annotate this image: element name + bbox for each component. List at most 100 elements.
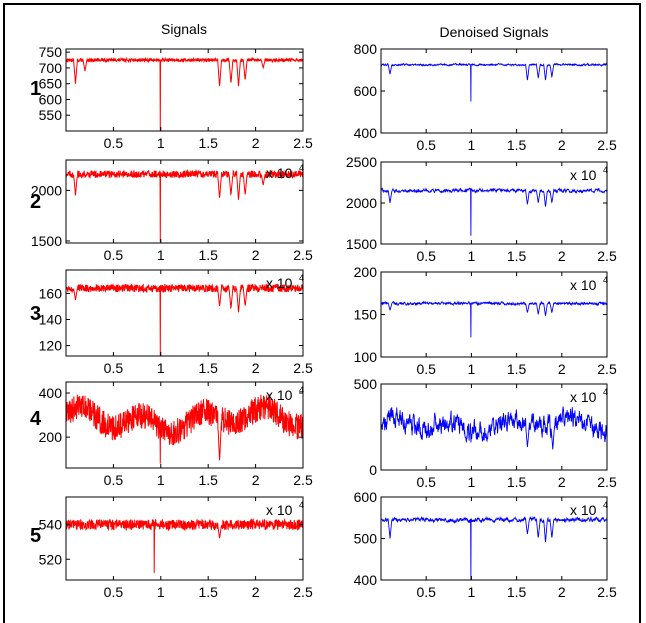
signals-figure: Signals Denoised Signals 550600650700750… [30,21,617,600]
series-line-right-4 [381,406,607,450]
panel-right-4: 0 500 0.5 1 1.5 2 2.5 x 10 4 [354,376,617,490]
y-tick-label: 150 [354,307,378,323]
x-tick-label: 2.5 [597,584,617,600]
y-tick-label: 1500 [346,236,377,252]
y-tick-label: 600 [354,489,378,505]
exponent-label: x 10 [266,275,293,291]
panel-right-5: 400 500 600 0.5 1 1.5 2 2.5 x 10 4 [354,489,617,600]
x-tick-label: 2.5 [293,472,313,488]
x-tick-label: 1.5 [507,361,527,377]
axes-box [65,269,304,357]
y-tick-label: 500 [354,531,378,547]
y-tick-label: 540 [39,517,63,533]
y-tick-label: 2000 [346,195,377,211]
x-tick-label: 1 [157,472,165,488]
x-tick-label: 0.5 [416,474,436,490]
y-tick-label: 550 [39,107,63,123]
x-tick-label: 0.5 [104,135,124,151]
panel-right-3: 100 150 200 0.5 1 1.5 2 2.5 x 10 4 [354,264,617,377]
y-tick-label: 1500 [31,233,62,249]
series-line-left-2 [66,168,303,243]
left-column-title: Signals [161,21,207,37]
y-tick-label: 700 [39,60,63,76]
y-tick-label: 140 [39,312,63,328]
x-tick-label: 2 [558,248,566,264]
row-label: 1 [30,78,41,100]
x-tick-label: 1 [468,361,476,377]
x-tick-label: 1.5 [507,474,527,490]
x-tick-label: 1.5 [507,137,527,153]
exponent-power: 4 [603,387,608,397]
axes-box [380,383,608,471]
x-tick-label: 2 [252,584,260,600]
exponent-label: x 10 [266,502,293,518]
x-tick-label: 2.5 [597,248,617,264]
x-tick-label: 0.5 [104,472,124,488]
y-tick-label: 400 [39,385,63,401]
x-tick-label: 2.5 [597,361,617,377]
series-line-left-5 [66,517,303,574]
exponent-power: 4 [299,500,304,510]
x-tick-label: 1 [157,360,165,376]
x-tick-label: 2.5 [293,360,313,376]
y-tick-label: 200 [354,264,378,280]
axes-box [65,496,304,581]
series-line-left-3 [66,283,303,356]
series-line-right-5 [381,515,607,580]
y-tick-label: 600 [354,83,378,99]
panel-left-2: 1500 2000 0.5 1 1.5 2 2.5 x 10 4 2 [30,159,313,263]
y-tick-label: 0 [369,462,377,478]
x-tick-label: 2 [558,361,566,377]
x-tick-label: 1 [157,584,165,600]
series-line-right-2 [381,187,607,236]
x-tick-label: 2 [252,135,260,151]
y-tick-label: 400 [354,572,378,588]
x-tick-label: 0.5 [416,248,436,264]
x-tick-label: 1.5 [507,584,527,600]
exponent-label: x 10 [570,277,597,293]
row-label: 2 [30,191,41,213]
y-tick-label: 120 [39,338,63,354]
y-tick-label: 400 [354,125,378,141]
x-tick-label: 0.5 [416,361,436,377]
x-tick-label: 2.5 [293,135,313,151]
series-line-left-1 [66,56,303,131]
exponent-label: x 10 [266,387,293,403]
x-tick-label: 1.5 [198,135,218,151]
exponent-label: x 10 [266,165,293,181]
axes-box [65,159,304,244]
x-tick-label: 0.5 [416,137,436,153]
x-tick-label: 1 [468,584,476,600]
x-tick-label: 1.5 [507,248,527,264]
y-tick-label: 200 [39,429,63,445]
row-label: 4 [30,408,42,430]
figure-frame [3,3,641,623]
x-tick-label: 0.5 [104,584,124,600]
y-tick-label: 2500 [346,154,377,170]
panel-right-2: 1500 2000 2500 0.5 1 1.5 2 2.5 x 10 4 [346,154,617,264]
exponent-power: 4 [603,275,608,285]
axes-box [65,381,304,469]
x-tick-label: 1.5 [198,360,218,376]
row-label: 5 [30,525,41,547]
x-tick-label: 1 [468,137,476,153]
x-tick-label: 1 [468,248,476,264]
y-tick-label: 650 [39,76,63,92]
x-tick-label: 2 [558,474,566,490]
y-tick-label: 750 [39,44,63,60]
exponent-power: 4 [603,500,608,510]
x-tick-label: 2 [558,584,566,600]
y-tick-label: 2000 [31,182,62,198]
x-tick-label: 2 [558,137,566,153]
x-tick-label: 2.5 [597,474,617,490]
x-tick-label: 0.5 [416,584,436,600]
right-column-title: Denoised Signals [440,24,549,40]
x-tick-label: 1 [157,247,165,263]
series-line-left-4 [66,393,303,464]
y-tick-label: 600 [39,91,63,107]
exponent-label: x 10 [570,167,597,183]
y-tick-label: 800 [354,41,378,57]
row-label: 3 [30,303,41,325]
